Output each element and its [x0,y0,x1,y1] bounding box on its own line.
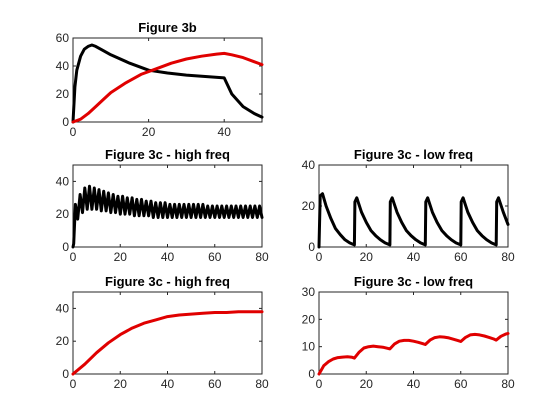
axes-box [318,291,509,375]
y-tick-label: 10 [302,340,316,354]
series-line-f-0 [317,332,510,376]
subplot-a: 0 20 40 0 20 40 60 Figure 3b [56,20,264,139]
y-tick-label: 20 [56,334,70,348]
x-tick-label: 0 [70,250,77,264]
x-tick-label: 20 [360,377,374,391]
y-tick-label: 0 [308,240,315,254]
x-tick-label: 0 [70,377,77,391]
x-tick-label: 0 [316,250,323,264]
y-tick-label: 40 [302,158,316,172]
subplot-d: 0 20 40 60 80 0 20 40 Figure 3c - low freq [302,147,515,264]
x-tick-label: 60 [208,250,222,264]
x-tick-label: 60 [454,250,468,264]
x-tick-label: 40 [407,250,421,264]
series-line-a-0 [71,43,264,124]
chart-title: Figure 3c - high freq [105,274,230,289]
x-tick-label: 60 [208,377,222,391]
x-tick-label: 20 [114,377,128,391]
y-tick-label: 30 [302,285,316,299]
series-line-e-0 [71,310,264,376]
y-tick-label: 40 [56,59,70,73]
x-tick-label: 0 [70,125,77,139]
y-tick-label: 20 [302,312,316,326]
subplot-c: 0 20 40 60 80 0 20 40 Figure 3c - high freq [56,147,269,264]
x-tick-label: 40 [161,377,175,391]
chart-title: Figure 3c - high freq [105,147,230,162]
x-tick-label: 80 [255,377,269,391]
x-tick-label: 0 [316,377,323,391]
series-line-a-1 [71,51,264,124]
chart-title: Figure 3c - low freq [354,147,473,162]
subplot-e: 0 20 40 60 80 0 20 40 Figure 3c - high freq [56,274,269,391]
y-tick-label: 0 [308,367,315,381]
x-tick-label: 20 [360,250,374,264]
axes-box [72,37,263,123]
y-tick-label: 0 [62,367,69,381]
series-line-d-0 [317,192,510,249]
x-tick-label: 40 [218,125,232,139]
x-tick-label: 40 [407,377,421,391]
y-tick-label: 0 [62,115,69,129]
y-tick-label: 60 [56,31,70,45]
chart-title: Figure 3b [138,20,197,35]
x-tick-label: 20 [142,125,156,139]
y-tick-label: 20 [302,199,316,213]
y-tick-label: 40 [56,174,70,188]
x-tick-label: 80 [501,377,515,391]
x-tick-label: 40 [161,250,175,264]
subplot-f: 0 20 40 60 80 0 10 20 30 Figure 3c - low freq [302,274,515,391]
x-tick-label: 60 [454,377,468,391]
chart-title: Figure 3c - low freq [354,274,473,289]
axes-box [72,291,263,375]
y-tick-label: 40 [56,301,70,315]
y-tick-label: 0 [62,240,69,254]
x-tick-label: 20 [114,250,128,264]
y-tick-label: 20 [56,87,70,101]
series-line-c-0 [71,184,264,249]
x-tick-label: 80 [501,250,515,264]
y-tick-label: 20 [56,207,70,221]
x-tick-label: 80 [255,250,269,264]
